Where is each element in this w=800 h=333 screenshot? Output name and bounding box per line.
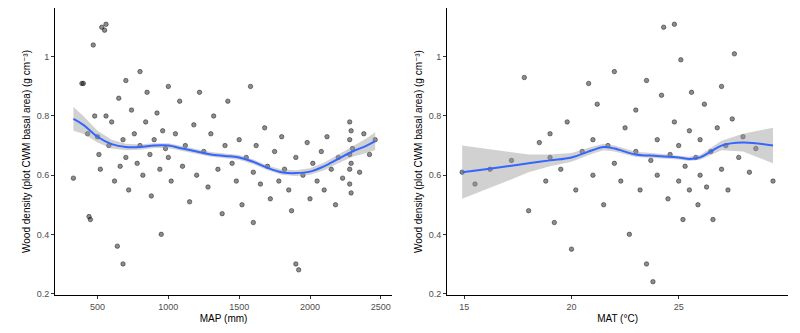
svg-text:MAP (mm): MAP (mm) [200,313,248,324]
svg-text:2500: 2500 [371,302,391,312]
svg-text:0.2: 0.2 [37,289,50,299]
svg-text:1: 1 [436,52,441,62]
svg-text:1000: 1000 [158,302,178,312]
svg-text:25: 25 [674,302,684,312]
svg-text:2000: 2000 [300,302,320,312]
svg-text:MAT (°C): MAT (°C) [597,313,638,324]
svg-text:0.4: 0.4 [429,230,442,240]
svg-text:500: 500 [90,302,105,312]
svg-text:0.4: 0.4 [37,230,50,240]
svg-text:0.8: 0.8 [37,111,50,121]
svg-text:0.2: 0.2 [429,289,442,299]
svg-text:Wood density (plot CWM basal a: Wood density (plot CWM basal area) (g cm… [413,50,424,253]
svg-text:1500: 1500 [229,302,249,312]
svg-text:0.6: 0.6 [429,170,442,180]
svg-text:Wood density (plot CWM basal a: Wood density (plot CWM basal area) (g cm… [21,50,32,253]
svg-text:0.6: 0.6 [37,170,50,180]
svg-text:1: 1 [44,52,49,62]
svg-text:0.8: 0.8 [429,111,442,121]
svg-text:20: 20 [566,302,576,312]
svg-text:15: 15 [459,302,469,312]
